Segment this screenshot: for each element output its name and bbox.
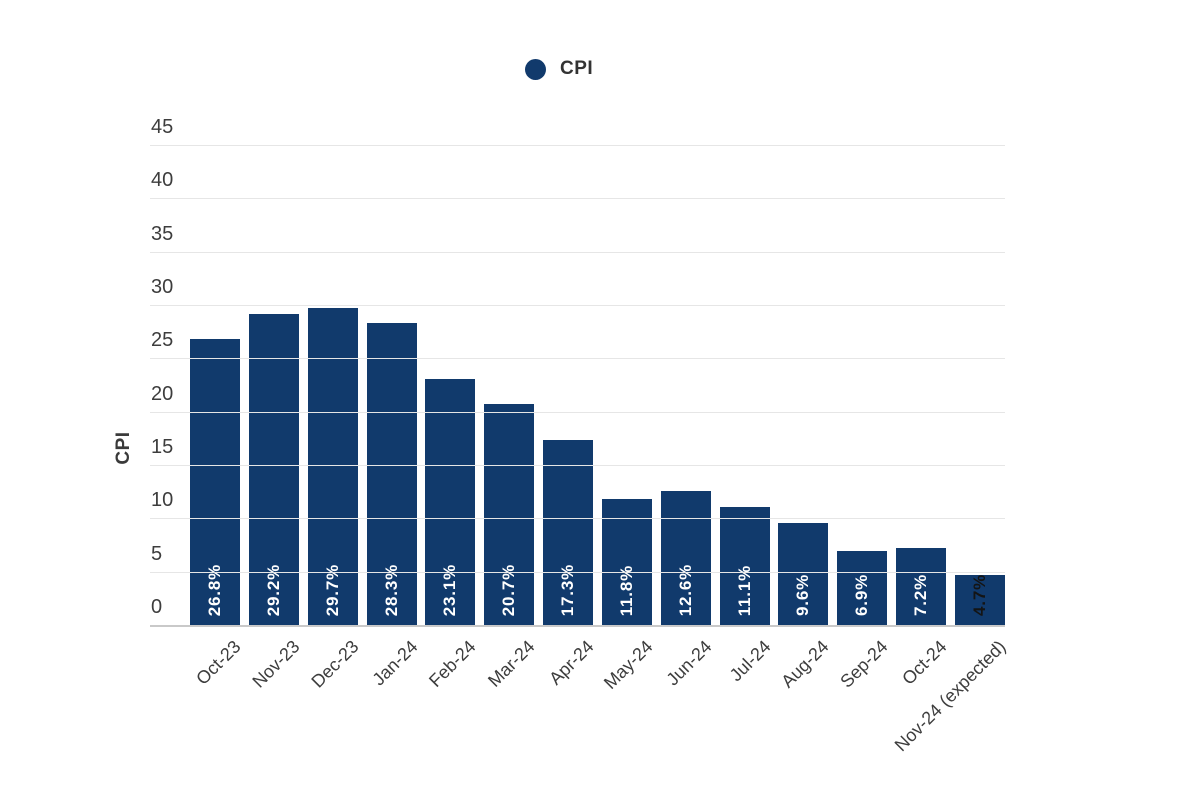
- bar-jul-24[interactable]: 11.1%: [719, 506, 770, 625]
- bar-value-label: 9.6%: [793, 574, 813, 616]
- y-axis-tick-label: 35: [151, 222, 174, 245]
- gridline: [150, 411, 1005, 413]
- gridline: [150, 518, 1005, 520]
- bar-value-label: 4.7%: [970, 574, 989, 616]
- gridline: [150, 571, 1005, 573]
- y-axis-tick-label: 30: [151, 276, 174, 298]
- bar-oct-24[interactable]: 7.2%: [896, 548, 947, 625]
- bar-dec-23[interactable]: 29.7%: [307, 308, 358, 625]
- legend-swatch-icon: [525, 58, 546, 80]
- gridline: [150, 305, 1005, 306]
- bar-feb-24[interactable]: 23.1%: [425, 378, 476, 625]
- bar-value-label: 7.2%: [911, 574, 931, 616]
- bar-mar-24[interactable]: 20.7%: [484, 404, 535, 625]
- y-axis-tick-label: 45: [151, 116, 174, 138]
- bar-sep-24[interactable]: 6.9%: [837, 551, 888, 625]
- x-axis-line: [150, 625, 1005, 627]
- y-axis-tick-label: 40: [151, 169, 174, 192]
- bar-aug-24[interactable]: 9.6%: [778, 522, 829, 625]
- bar-jan-24[interactable]: 28.3%: [366, 323, 417, 625]
- gridline: [150, 465, 1005, 466]
- gridline: [150, 358, 1005, 360]
- legend-item-cpi[interactable]: CPI: [525, 58, 593, 80]
- gridline: [150, 198, 1005, 200]
- bars-container: 26.8% Oct-23 29.2% Nov-23 29.7% Dec-23 28.3% Ja…: [190, 145, 1010, 755]
- bar-jun-24[interactable]: 12.6%: [660, 490, 711, 625]
- plot-area: 26.8% Oct-23 29.2% Nov-23 29.7% Dec-23 28.3% Ja…: [150, 116, 1010, 755]
- bar-nov-23[interactable]: 29.2%: [248, 313, 299, 625]
- y-axis-tick-label: 10: [151, 489, 174, 512]
- gridline: [150, 251, 1005, 253]
- legend-label: CPI: [560, 58, 594, 79]
- y-axis-title: CPI: [113, 431, 134, 465]
- y-axis-tick-label: 20: [151, 382, 174, 405]
- bar-nov-24-expected[interactable]: 4.7%: [955, 574, 1005, 625]
- bar-oct-23[interactable]: 26.8%: [190, 339, 240, 625]
- y-axis-tick-label: 15: [151, 436, 174, 458]
- y-axis-tick-label: 5: [151, 542, 163, 565]
- bar-apr-24[interactable]: 17.3%: [543, 440, 594, 625]
- bar-value-label: 6.9%: [852, 574, 872, 616]
- bar-may-24[interactable]: 11.8%: [601, 499, 652, 625]
- y-axis-tick-label: 0: [151, 596, 163, 618]
- gridline: [150, 145, 1005, 146]
- y-axis-tick-label: 25: [151, 329, 174, 352]
